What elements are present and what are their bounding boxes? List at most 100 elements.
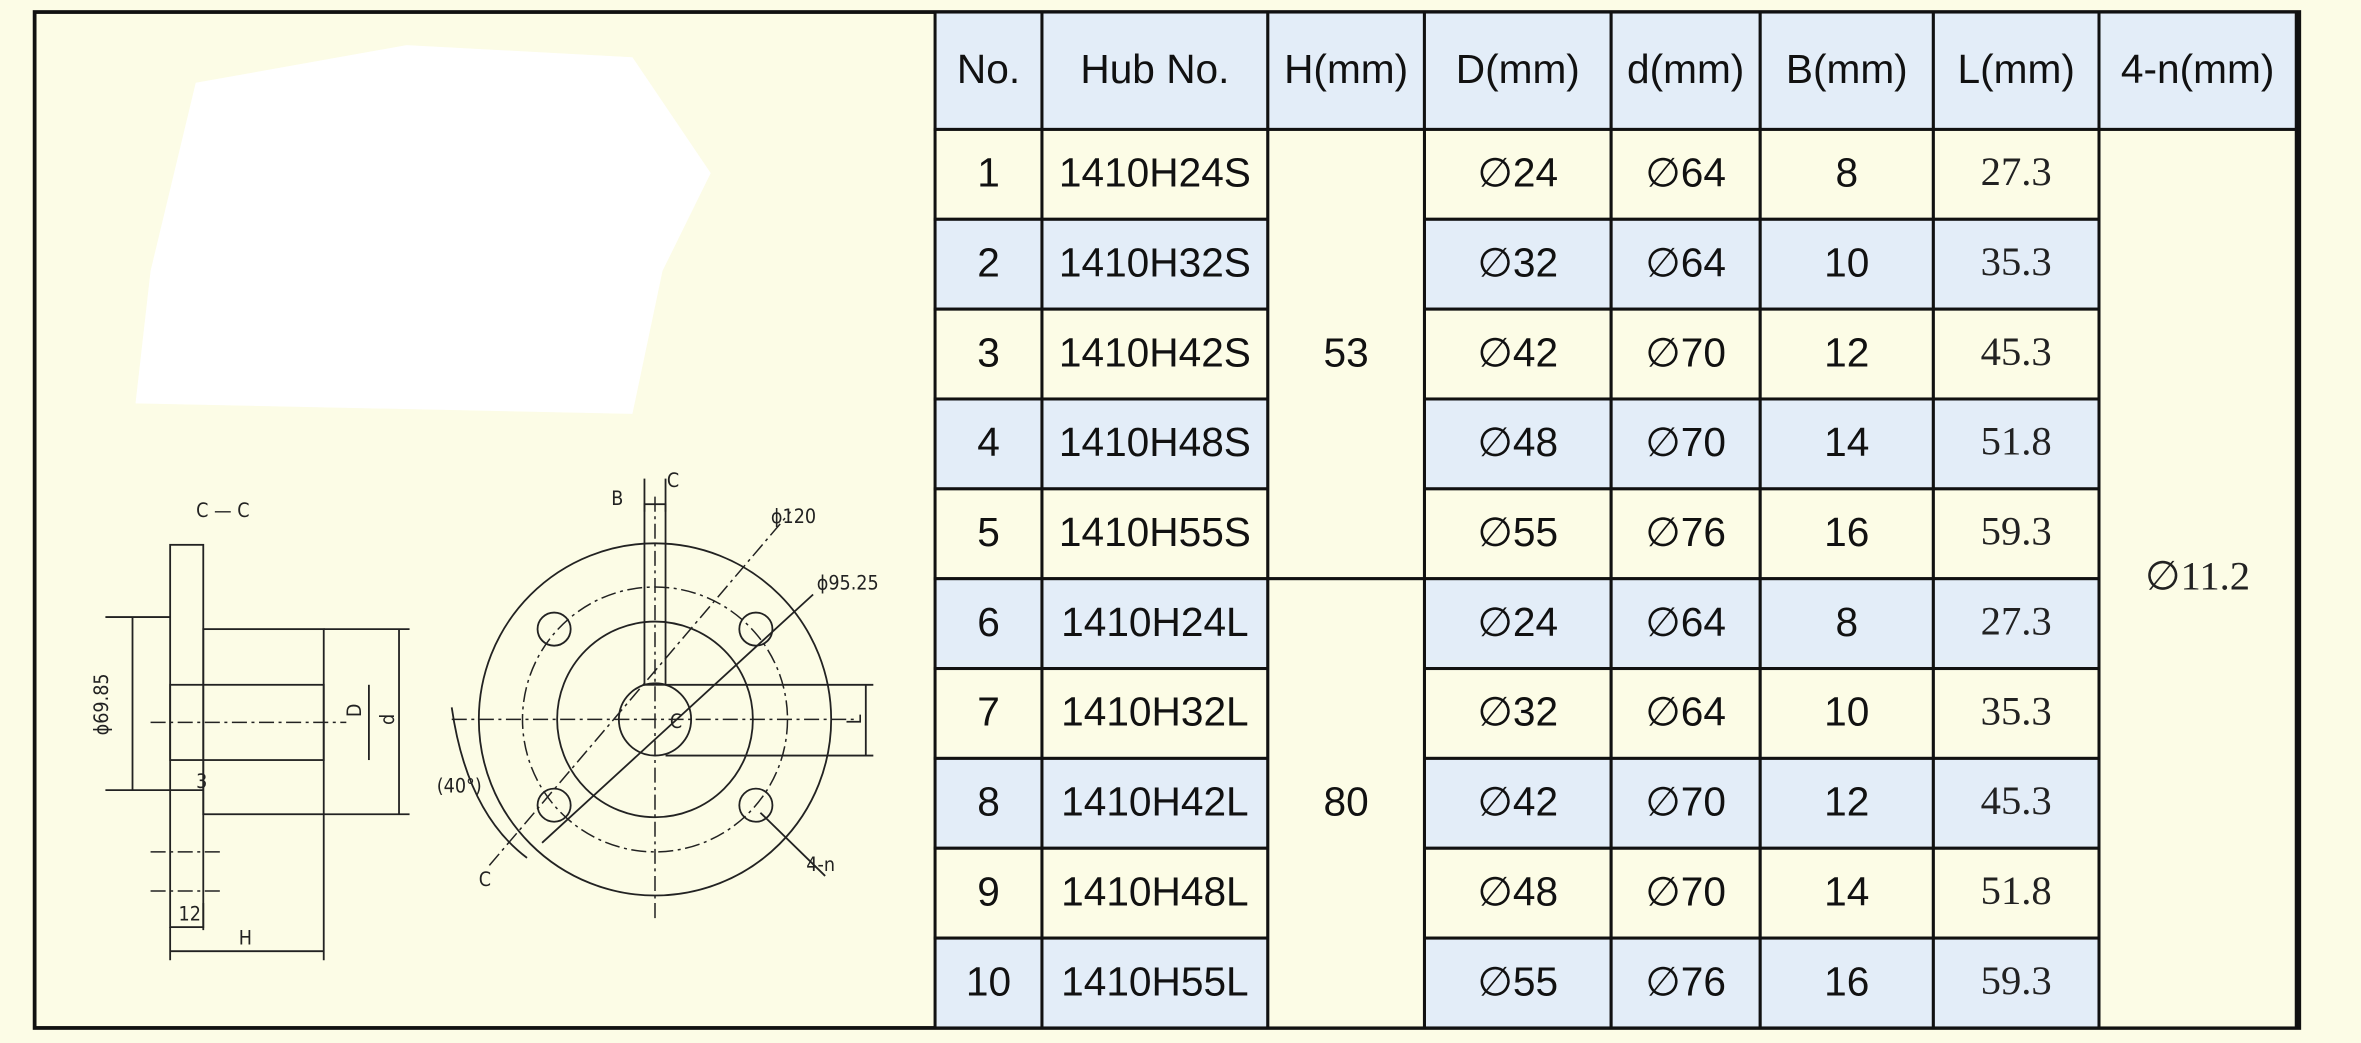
cell-no-cell <box>933 487 1044 581</box>
cell-d: ∅55 <box>1477 509 1558 555</box>
header-cell <box>1266 10 1426 131</box>
cell-holes: ∅11.2 <box>2145 554 2250 599</box>
cell-d: ∅48 <box>1477 419 1558 465</box>
header: d(mm) <box>1627 46 1744 92</box>
cell-hub: 1410H32L <box>1061 689 1249 735</box>
drawing-label: ϕ95.25 <box>817 571 879 594</box>
cell-d: ∅55 <box>1477 958 1558 1004</box>
cell-hub-cell <box>1040 756 1270 850</box>
header: 4-n(mm) <box>2121 46 2275 92</box>
cell-hub: 1410H42S <box>1059 329 1251 375</box>
cell-l-cell <box>1931 487 2101 581</box>
cell-d: ∅42 <box>1477 779 1558 825</box>
header: L(mm) <box>1958 46 2075 92</box>
cell-b: 14 <box>1824 868 1869 914</box>
cell-d: ∅64 <box>1645 689 1726 735</box>
cell-d: ∅70 <box>1645 419 1726 465</box>
cell-d: ∅70 <box>1645 779 1726 825</box>
cell-holes-cell <box>2097 127 2298 1030</box>
cell-d-cell <box>1609 127 1762 221</box>
cell-b: 14 <box>1824 419 1869 465</box>
bolt-hole <box>738 611 774 647</box>
cell-b: 12 <box>1824 779 1869 825</box>
cell-no-cell <box>933 127 1044 221</box>
angle-arc <box>450 707 528 859</box>
drawing-label: L <box>843 714 866 724</box>
cell-l: 27.3 <box>1981 598 2052 643</box>
cell-h-cell <box>1266 577 1426 1030</box>
cell-no: 8 <box>977 779 1000 825</box>
header-cell <box>1422 10 1613 131</box>
leader <box>541 593 814 844</box>
cell-d-cell <box>1609 217 1762 311</box>
cell-d-cell <box>1422 577 1613 671</box>
drawing-label: C <box>670 710 682 733</box>
drawing-label: B <box>611 487 623 510</box>
cell-no: 1 <box>977 150 1000 196</box>
cell-d: ∅70 <box>1645 329 1726 375</box>
cell-d-cell <box>1422 846 1613 940</box>
cell-hub: 1410H24L <box>1061 599 1249 645</box>
drawing-label: 3 <box>196 770 207 793</box>
cell-no-cell <box>933 756 1044 850</box>
cell-hub: 1410H55S <box>1059 509 1251 555</box>
cell-no: 3 <box>977 329 1000 375</box>
cell-b: 10 <box>1824 689 1869 735</box>
cell-d-cell <box>1422 936 1613 1030</box>
cell-b-cell <box>1758 127 1935 221</box>
bolt-hole <box>536 787 572 823</box>
cell-b: 12 <box>1824 329 1869 375</box>
cell-hub-cell <box>1040 217 1270 311</box>
cell-l: 45.3 <box>1981 778 2052 823</box>
cell-l: 45.3 <box>1981 329 2052 374</box>
drawing-label: C <box>667 469 679 492</box>
cell-hub: 1410H24S <box>1059 150 1251 196</box>
cell-b-cell <box>1758 487 1935 581</box>
cell-l: 51.8 <box>1981 419 2052 464</box>
cell-b-cell <box>1758 217 1935 311</box>
cell-hub-cell <box>1040 307 1270 401</box>
cell-l: 27.3 <box>1981 149 2052 194</box>
cell-no: 2 <box>977 239 1000 285</box>
drawing-label: 4-n <box>806 853 835 876</box>
cell-hub: 1410H48L <box>1061 868 1249 914</box>
cell-hub: 1410H42L <box>1061 779 1249 825</box>
cell-d: ∅64 <box>1645 599 1726 645</box>
header: B(mm) <box>1786 46 1908 92</box>
cell-d: ∅24 <box>1477 599 1558 645</box>
cell-d-cell <box>1609 756 1762 850</box>
cell-b: 16 <box>1824 509 1869 555</box>
cell-l-cell <box>1931 127 2101 221</box>
cell-hub: 1410H55L <box>1061 958 1249 1004</box>
cell-b: 8 <box>1835 150 1858 196</box>
cell-b: 16 <box>1824 958 1869 1004</box>
cell-d: ∅64 <box>1645 239 1726 285</box>
cell-hub: 1410H32S <box>1059 239 1251 285</box>
cell-l-cell <box>1931 846 2101 940</box>
cell-d: ∅70 <box>1645 868 1726 914</box>
drawing-label: H <box>239 927 252 950</box>
cell-h: 80 <box>1324 779 1369 825</box>
cell-b-cell <box>1758 936 1935 1030</box>
drawing-label: C <box>479 868 491 891</box>
cell-no: 6 <box>977 599 1000 645</box>
cell-d: ∅42 <box>1477 329 1558 375</box>
blank-area <box>135 45 711 414</box>
cell-d: ∅76 <box>1645 509 1726 555</box>
cell-l: 35.3 <box>1981 239 2052 284</box>
header: No. <box>957 46 1020 92</box>
drawing-label: D <box>343 704 366 718</box>
cell-h: 53 <box>1324 329 1369 375</box>
cell-d: ∅24 <box>1477 150 1558 196</box>
cell-no-cell <box>933 307 1044 401</box>
bolt-hole <box>536 611 572 647</box>
cell-no-cell <box>933 936 1044 1030</box>
cell-l-cell <box>1931 577 2101 671</box>
cell-l-cell <box>1931 936 2101 1030</box>
cell-no: 4 <box>977 419 1000 465</box>
cell-b: 8 <box>1835 599 1858 645</box>
cell-hub-cell <box>1040 846 1270 940</box>
cell-d: ∅32 <box>1477 239 1558 285</box>
